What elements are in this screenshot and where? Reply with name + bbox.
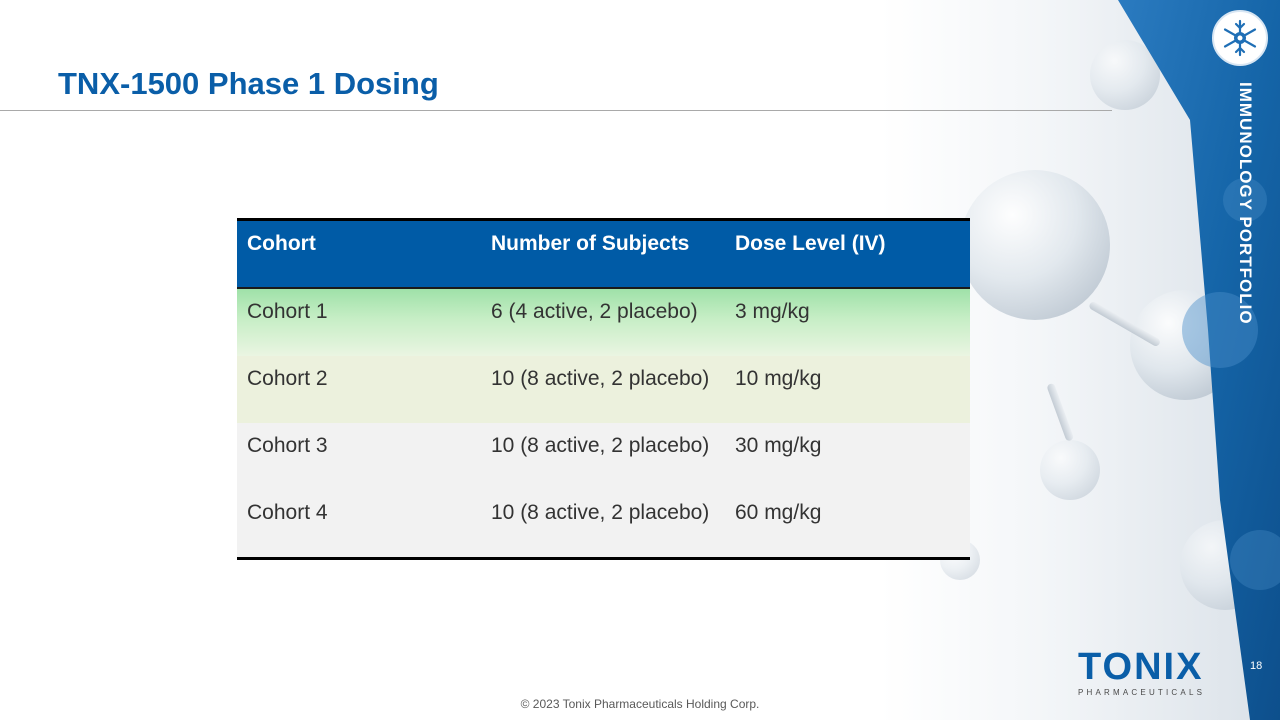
subjects-cell: 10 (8 active, 2 placebo) xyxy=(481,490,725,560)
dose-cell: 30 mg/kg xyxy=(725,423,970,490)
copyright-footer: © 2023 Tonix Pharmaceuticals Holding Cor… xyxy=(520,697,760,711)
badge xyxy=(1212,10,1268,66)
page-number: 18 xyxy=(1250,660,1263,672)
subjects-cell: 10 (8 active, 2 placebo) xyxy=(481,356,725,423)
cohort-cell: Cohort 2 xyxy=(237,356,481,423)
cohort-cell: Cohort 4 xyxy=(237,490,481,560)
header-cohort: Cohort xyxy=(237,218,481,289)
header-number-of-subjects: Number of Subjects xyxy=(481,218,725,289)
slide-title: TNX-1500 Phase 1 Dosing xyxy=(58,66,439,101)
table-row: Cohort 2 10 (8 active, 2 placebo) 10 mg/… xyxy=(237,356,970,423)
dosing-table: Cohort Number of Subjects Dose Level (IV… xyxy=(237,218,970,560)
snowflake-molecule-icon xyxy=(1223,19,1257,57)
subjects-cell: 6 (4 active, 2 placebo) xyxy=(481,288,725,356)
table-row: Cohort 3 10 (8 active, 2 placebo) 30 mg/… xyxy=(237,423,970,490)
tonix-logo: TONIX PHARMACEUTICALS xyxy=(1078,648,1208,698)
dose-cell: 3 mg/kg xyxy=(725,288,970,356)
logo-wordmark: TONIX xyxy=(1078,646,1204,688)
subjects-cell: 10 (8 active, 2 placebo) xyxy=(481,423,725,490)
table-header-row: Cohort Number of Subjects Dose Level (IV… xyxy=(237,218,970,289)
blue-side-band xyxy=(1118,0,1280,720)
cohort-cell: Cohort 1 xyxy=(237,288,481,356)
table-row: Cohort 4 10 (8 active, 2 placebo) 60 mg/… xyxy=(237,490,970,560)
logo-subtitle: PHARMACEUTICALS xyxy=(1078,688,1206,697)
dose-cell: 60 mg/kg xyxy=(725,490,970,560)
section-label: IMMUNOLOGY PORTFOLIO xyxy=(1236,82,1255,325)
table-row: Cohort 1 6 (4 active, 2 placebo) 3 mg/kg xyxy=(237,288,970,356)
dose-cell: 10 mg/kg xyxy=(725,356,970,423)
header-dose-level: Dose Level (IV) xyxy=(725,218,970,289)
cohort-cell: Cohort 3 xyxy=(237,423,481,490)
title-divider xyxy=(0,110,1112,111)
